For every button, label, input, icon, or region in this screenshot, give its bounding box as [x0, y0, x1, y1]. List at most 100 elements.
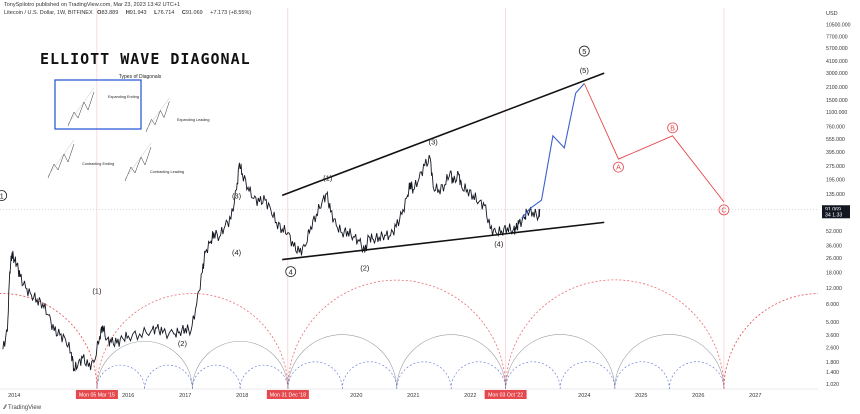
date-badge-bg	[484, 390, 527, 399]
y-tick-label: 1500.000	[826, 98, 848, 104]
cycle-arc-small	[450, 361, 506, 390]
ohlc-change: +7.173 (+8.55%)	[210, 10, 252, 16]
x-tick-label: 2017	[179, 393, 191, 399]
ohlc-high: H91.943	[125, 10, 147, 16]
cycle-arc-small	[287, 361, 343, 390]
wave-label-circle	[285, 266, 297, 277]
y-tick-label: 2.600	[826, 346, 839, 352]
y-tick-label: 8.000	[826, 302, 839, 308]
wave-label: (1)	[92, 286, 102, 295]
chart-title: ELLIOTT WAVE DIAGONAL	[40, 50, 251, 68]
corrective-label-circle	[613, 161, 624, 173]
cycle-arc-edge	[0, 293, 98, 390]
lower-diagonal-line	[282, 221, 605, 261]
corrective-line	[583, 83, 725, 203]
inset-contracting-ending-pattern	[47, 143, 75, 179]
inset-contracting-leading-pattern-guide	[124, 142, 152, 180]
x-tick-label: 2018	[236, 393, 248, 399]
y-tick-label: 3.600	[826, 333, 839, 339]
inset-label: Expanding Leading	[177, 118, 210, 122]
price-series	[2, 154, 541, 373]
cycle-arc-small	[239, 364, 289, 390]
tradingview-logo-icon: ⁄⁄	[4, 405, 7, 411]
wave-label: (4)	[232, 248, 242, 257]
price-label: 91.069	[825, 207, 841, 213]
y-tick-label: 3000.000	[826, 71, 848, 77]
y-tick-label: 52.000	[826, 229, 842, 235]
y-tick-label: 12.000	[826, 286, 842, 292]
inset-highlight-box	[54, 79, 142, 130]
y-tick-label: 26.000	[826, 256, 842, 262]
y-tick-label: 555.000	[826, 137, 845, 143]
wave-label: 4	[289, 268, 293, 277]
cycle-arc-small	[342, 361, 398, 390]
corrective-label: C	[721, 207, 726, 214]
corrective-label: B	[670, 125, 675, 132]
corrective-series: A B C	[583, 83, 730, 216]
y-tick-label: 395.000	[826, 150, 845, 156]
x-axis[interactable]: 2014 2016 2017 2018 2020 2021 2022 2024 2025 2026…	[0, 388, 818, 399]
symbol-name[interactable]: Litecoin / U.S. Dollar, 1W, BITFINEX	[4, 10, 93, 16]
wave-label: (4)	[494, 239, 504, 248]
x-tick-label: 2024	[578, 393, 590, 399]
cycle-arc-medium	[96, 341, 193, 390]
date-badge-text: Mon 05 Mar '15	[79, 393, 115, 399]
inset-label: Expanding Ending	[108, 95, 139, 99]
cycle-arcs	[0, 8, 860, 390]
corrective-label: A	[616, 165, 621, 172]
ohlc-low: L76.714	[154, 10, 175, 16]
corrective-label-circle	[667, 122, 679, 134]
x-tick-label: 2021	[407, 393, 419, 399]
cycle-arc-medium	[287, 334, 398, 390]
y-tick-label: 1.400	[826, 370, 839, 376]
y-tick-label: 195.000	[826, 178, 845, 184]
inset-label: Contracting Leading	[150, 170, 184, 174]
y-tick-label: 1.020	[826, 382, 839, 388]
symbol-line: Litecoin / U.S. Dollar, 1W, BITFINEX O83…	[4, 10, 254, 16]
wave-label: (1)	[323, 174, 333, 183]
cycle-arc-medium	[396, 334, 506, 390]
inset-title: Types of Diagonals	[119, 74, 162, 80]
trendlines	[281, 72, 605, 261]
date-badge-bg	[266, 390, 309, 399]
inset-label: Contracting Ending	[82, 162, 114, 166]
date-badges: Mon 05 Mar '15 Mon 31 Dec '18 Mon 03 Oct '…	[75, 390, 527, 399]
x-tick-label: 2014	[8, 393, 20, 399]
wave-label: 1	[0, 192, 4, 201]
x-tick-label: 2016	[122, 393, 134, 399]
wave-label-circle	[578, 45, 590, 57]
date-badge-text: Mon 31 Dec '18	[270, 393, 306, 399]
y-tick-label: 1100.000	[826, 110, 847, 116]
price-line	[2, 154, 541, 373]
cycle-arc-small	[144, 364, 193, 390]
cycle-arc-small	[96, 364, 145, 390]
x-tick-label: 2026	[692, 393, 704, 399]
y-tick-label: 135.000	[826, 192, 845, 198]
wave-label: (3)	[232, 192, 242, 201]
wave-label: 5	[582, 47, 586, 56]
tradingview-logo[interactable]: ⁄⁄ TradingView	[4, 405, 42, 411]
inset-expanding-leading-pattern	[145, 101, 170, 133]
y-axis-unit: USD	[826, 11, 838, 17]
inset-contracting-leading-pattern	[124, 146, 152, 182]
published-line: TonySpilotro published on TradingView.co…	[4, 2, 181, 8]
y-tick-label: 760.000	[826, 125, 845, 131]
y-tick-label: 2100.000	[826, 85, 848, 91]
wave-label: (2)	[178, 339, 188, 348]
inset-contracting-ending-pattern-guide	[47, 139, 75, 177]
wave-label-circle	[0, 190, 8, 201]
date-badge-text: Mon 03 Oct '22	[488, 393, 523, 399]
wave-label: (5)	[580, 66, 590, 75]
inset-expanding-leading-pattern-guide	[145, 97, 170, 131]
y-axis[interactable]: USD 10500.000 7700.000 5700.000 4100.000 3000…	[818, 0, 860, 414]
y-tick-label: 36.000	[826, 243, 842, 249]
cycle-arc-small	[396, 361, 452, 390]
upper-diagonal-line	[281, 72, 605, 197]
y-tick-label: 10500.000	[826, 22, 851, 28]
cycle-arc-medium	[192, 341, 289, 390]
inset-expanding-ending-pattern-guide	[67, 87, 95, 125]
y-tick-label: 275.000	[826, 164, 845, 170]
wave-labels: 1 (1) (2) (3) (4) 4 (1) (2) (3) (4) (5) 5	[0, 45, 590, 348]
